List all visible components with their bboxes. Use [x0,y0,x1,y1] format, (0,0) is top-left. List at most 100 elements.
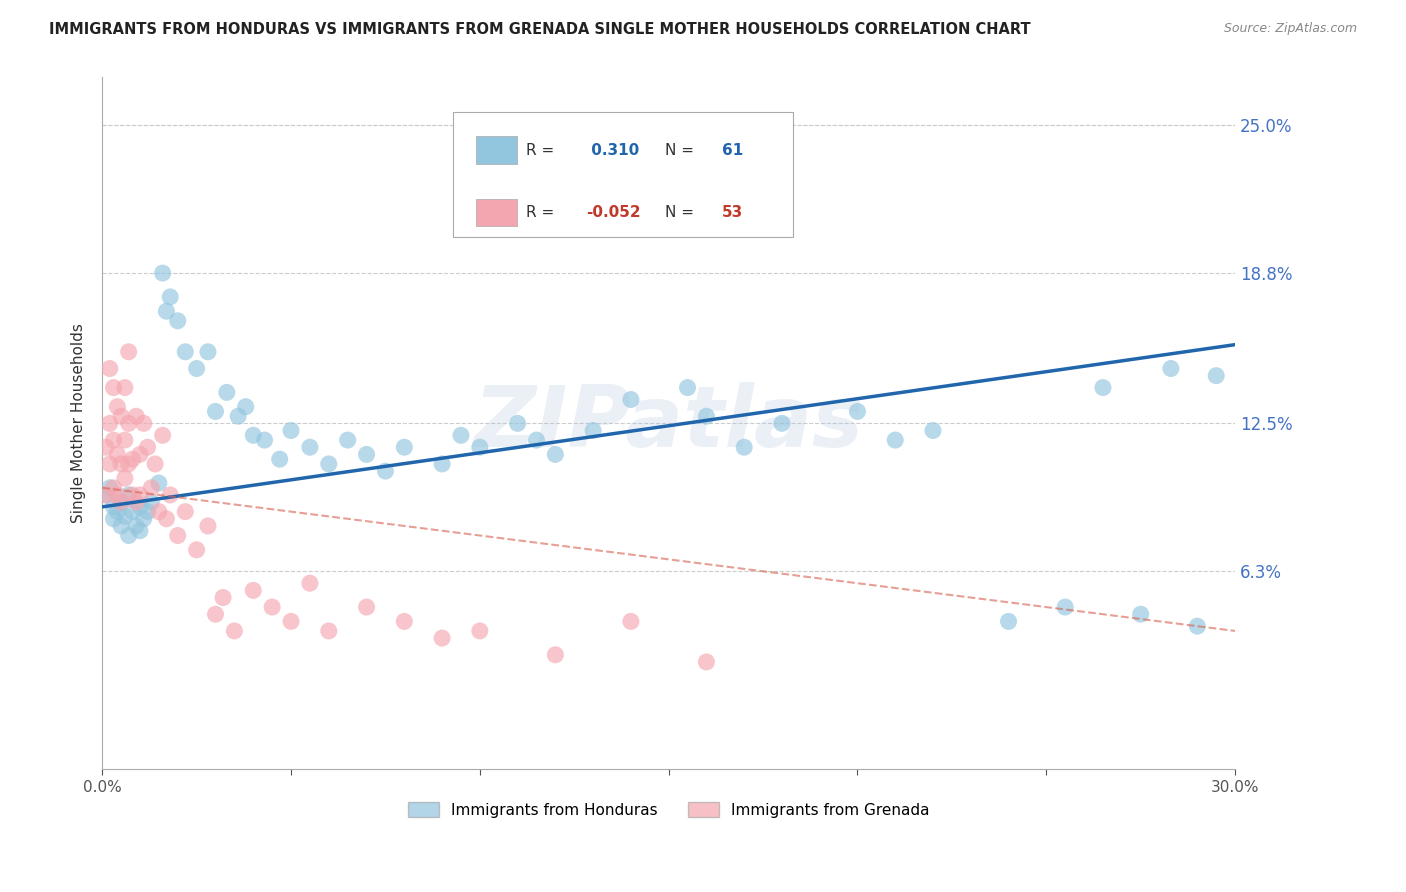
Point [922,424,945,438]
Point [148,505,170,519]
Point [253,433,276,447]
Point [94,488,117,502]
Point [98,361,121,376]
Point [117,417,139,431]
Text: 53: 53 [721,205,744,219]
Point [204,404,226,418]
Point [105,447,128,461]
Point [105,400,128,414]
Point [1205,368,1227,383]
FancyBboxPatch shape [477,199,517,227]
Text: Source: ZipAtlas.com: Source: ZipAtlas.com [1223,22,1357,36]
Point [262,600,284,615]
Point [103,381,125,395]
Point [1054,600,1077,615]
Point [394,440,416,454]
Point [318,457,340,471]
Point [582,424,605,438]
Point [186,542,208,557]
Point [103,500,125,514]
Point [166,528,188,542]
Point [336,433,359,447]
Point [136,440,159,454]
Point [242,428,264,442]
Point [117,488,139,502]
Point [215,385,238,400]
Text: 61: 61 [721,143,744,158]
Point [132,512,155,526]
Point [695,655,717,669]
Point [1129,607,1152,622]
Text: 0.310: 0.310 [586,143,640,158]
Point [152,428,174,442]
Text: ZIPatlas: ZIPatlas [474,382,863,465]
Point [98,481,121,495]
Point [269,452,291,467]
Point [141,495,163,509]
Point [356,447,378,461]
Point [110,495,132,509]
Point [468,440,491,454]
Point [94,488,117,502]
Point [166,314,188,328]
Point [141,481,163,495]
Point [318,624,340,638]
Point [197,519,219,533]
Point [129,500,152,514]
Point [174,344,197,359]
Point [103,481,125,495]
Point [884,433,907,447]
Y-axis label: Single Mother Households: Single Mother Households [72,324,86,524]
Point [110,519,132,533]
Point [117,528,139,542]
Point [430,457,453,471]
Point [105,505,128,519]
Point [1160,361,1182,376]
Point [298,440,321,454]
Point [148,475,170,490]
Point [695,409,717,424]
Point [103,512,125,526]
Text: N =: N = [665,205,695,219]
Point [298,576,321,591]
Point [174,505,197,519]
Point [114,381,136,395]
Point [121,488,143,502]
Point [121,505,143,519]
Point [356,600,378,615]
Point [94,440,117,454]
Point [280,424,302,438]
Point [676,381,699,395]
FancyBboxPatch shape [477,136,517,164]
Point [125,519,148,533]
Point [159,290,181,304]
Point [121,452,143,467]
Point [506,417,529,431]
Point [450,428,472,442]
Point [114,433,136,447]
FancyBboxPatch shape [453,112,793,236]
Point [103,433,125,447]
Point [110,495,132,509]
Point [394,615,416,629]
Point [136,505,159,519]
Point [846,404,869,418]
Point [117,344,139,359]
Point [159,488,181,502]
Point [129,488,152,502]
Point [770,417,793,431]
Point [212,591,235,605]
Point [733,440,755,454]
Point [125,409,148,424]
Point [544,648,567,662]
Text: N =: N = [665,143,695,158]
Point [155,304,177,318]
Point [132,417,155,431]
Point [1091,381,1114,395]
Point [242,583,264,598]
Point [114,509,136,524]
Legend: Immigrants from Honduras, Immigrants from Grenada: Immigrants from Honduras, Immigrants fro… [402,796,935,824]
Point [374,464,396,478]
Point [526,433,548,447]
Text: R =: R = [526,205,554,219]
